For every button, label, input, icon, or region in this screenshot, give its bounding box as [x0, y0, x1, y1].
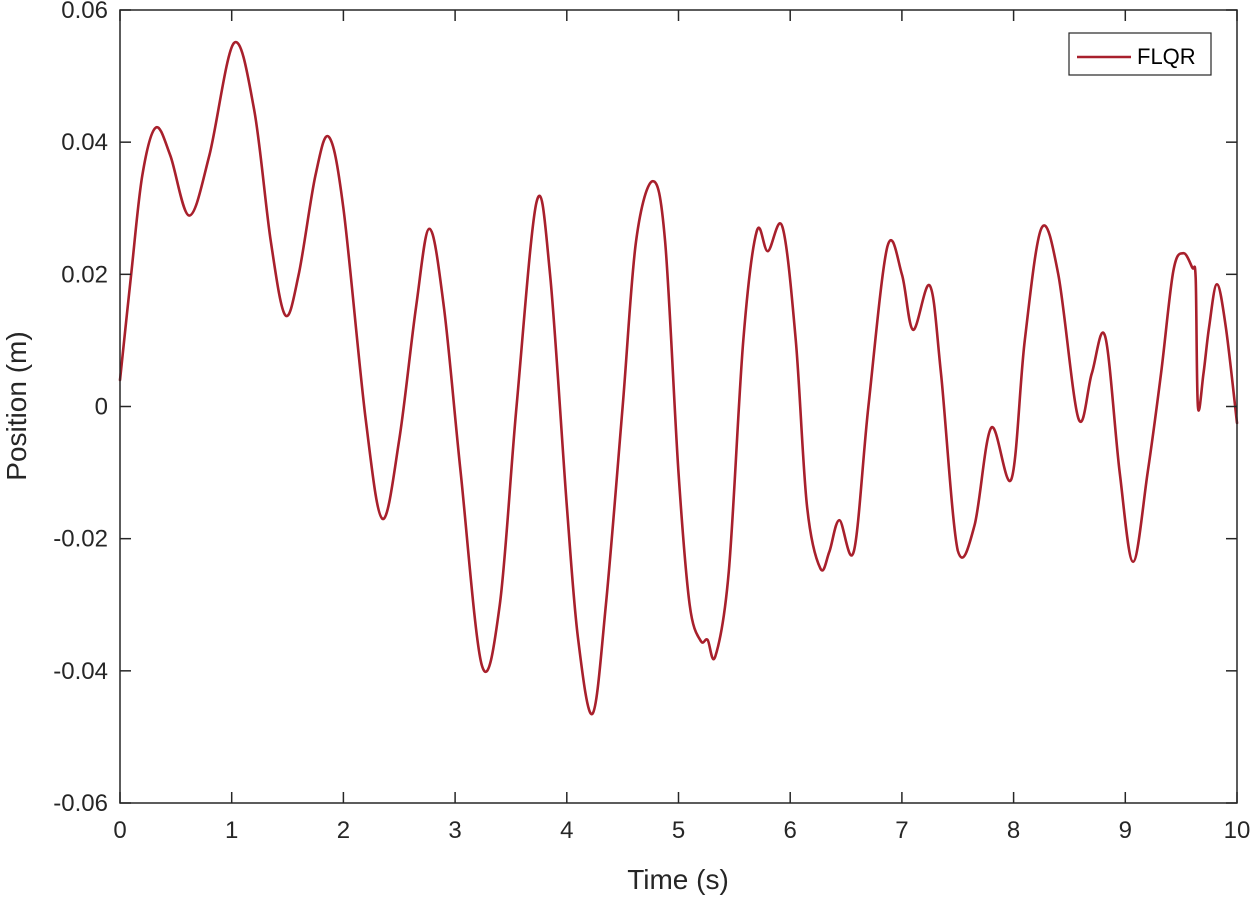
- tick-marks: [119, 9, 1238, 804]
- legend: FLQR: [1068, 32, 1212, 76]
- y-tick-label: 0.02: [61, 261, 108, 288]
- x-tick-label: 8: [1007, 817, 1020, 844]
- series-line-flqr: [118, 40, 1239, 716]
- x-tick-label: 2: [337, 817, 350, 844]
- y-tick-label: -0.06: [53, 790, 108, 817]
- y-axis-title: Position (m): [1, 331, 32, 480]
- x-tick-label: 1: [225, 817, 238, 844]
- x-tick-label: 4: [560, 817, 573, 844]
- x-tick-label: 9: [1119, 817, 1132, 844]
- y-tick-labels: -0.06 -0.04 -0.02 0 0.02 0.04 0.06: [53, 0, 108, 817]
- y-tick-label: 0.06: [61, 0, 108, 24]
- y-tick-label: 0.04: [61, 129, 108, 156]
- x-tick-label: 7: [895, 817, 908, 844]
- legend-label-flqr: FLQR: [1137, 44, 1196, 69]
- y-tick-label: -0.04: [53, 658, 108, 685]
- x-axis-title: Time (s): [627, 864, 729, 895]
- legend-box: [1068, 32, 1212, 76]
- x-tick-labels: 0 1 2 3 4 5 6 7 8 9 10: [113, 817, 1250, 844]
- x-tick-label: 0: [113, 817, 126, 844]
- x-tick-label: 5: [672, 817, 685, 844]
- y-tick-label: 0: [95, 394, 108, 421]
- series-layer: [118, 40, 1239, 716]
- x-tick-label: 6: [784, 817, 797, 844]
- x-tick-label: 10: [1224, 817, 1251, 844]
- y-tick-label: -0.02: [53, 526, 108, 553]
- x-tick-label: 3: [448, 817, 461, 844]
